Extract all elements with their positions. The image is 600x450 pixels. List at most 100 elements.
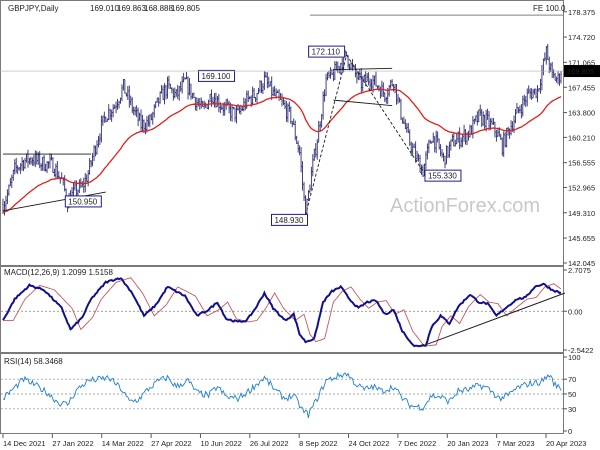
price-bar — [488, 111, 490, 131]
price-bar — [523, 94, 526, 106]
price-bar — [160, 85, 163, 94]
price-axis-label: 178.375 — [568, 8, 595, 17]
price-bar — [439, 144, 442, 157]
price-bar — [175, 89, 178, 97]
date-axis-label: 24 Oct 2022 — [349, 439, 390, 448]
price-bar — [497, 127, 499, 137]
price-bar — [522, 95, 524, 117]
price-bar — [552, 69, 555, 78]
price-axis-label: 145.655 — [568, 234, 595, 243]
price-bar — [460, 137, 462, 148]
rsi-axis-label: 50 — [568, 390, 576, 399]
ohlc-low: 168.888 — [144, 4, 173, 13]
price-bar — [103, 111, 106, 123]
price-bar — [529, 88, 531, 99]
price-bar — [43, 155, 45, 171]
macd-line — [2, 277, 562, 348]
price-bar — [215, 92, 217, 108]
price-bar — [527, 85, 530, 94]
price-bar — [138, 112, 141, 121]
date-axis-label: 27 Jan 2022 — [52, 439, 93, 448]
price-bar — [520, 103, 523, 119]
price-bar — [96, 140, 98, 155]
price-bar — [295, 135, 298, 144]
price-bar — [106, 118, 109, 123]
macd-panel: MACD(12,26,9) 1.2099 1.5158 — [0, 266, 566, 353]
price-axis-label: 156.555 — [568, 159, 595, 168]
price-bar — [545, 46, 548, 65]
price-annotation-box — [424, 169, 462, 182]
price-bar — [419, 154, 421, 173]
price-bar — [232, 107, 235, 110]
price-bar — [447, 146, 449, 159]
price-bar — [141, 114, 144, 133]
price-annotation-box — [270, 213, 308, 226]
price-bar — [398, 97, 401, 103]
price-bar — [157, 97, 160, 107]
date-axis: 14 Dec 2021 27 Jan 2022 14 Mar 2022 27 Apr … — [2, 434, 586, 448]
date-axis-label: 8 Sep 2022 — [299, 439, 337, 448]
price-bar — [181, 76, 183, 94]
price-bar — [102, 115, 104, 126]
date-axis-label: 7 Mar 2023 — [497, 439, 535, 448]
price-bar — [47, 161, 50, 169]
watermark: ActionForex.com — [390, 195, 540, 217]
price-bar — [480, 108, 483, 127]
price-bar — [109, 108, 111, 120]
price-bar — [193, 92, 195, 99]
price-bar — [150, 113, 153, 121]
price-bar — [116, 98, 119, 110]
price-bar — [458, 127, 461, 150]
price-annotation: 150.950 — [64, 195, 102, 208]
price-bar — [40, 163, 42, 171]
price-bar — [288, 101, 291, 112]
date-axis-label: 14 Dec 2021 — [3, 439, 46, 448]
price-bar — [294, 120, 297, 141]
price-bar — [495, 129, 498, 142]
price-bar — [555, 76, 558, 83]
price-bar — [544, 52, 546, 62]
price-bar — [243, 97, 245, 112]
price-bar — [260, 80, 263, 94]
price-bar — [388, 85, 390, 97]
price-bar — [125, 92, 128, 97]
price-bar — [91, 152, 94, 167]
price-bar — [272, 87, 274, 97]
price-bar — [363, 74, 366, 83]
ohlc-close: 169.805 — [171, 4, 200, 13]
fib-label: FE 100.0 — [533, 4, 566, 13]
price-bar — [270, 76, 273, 101]
price-annotation: 155.330 — [424, 169, 462, 182]
price-bar — [366, 73, 368, 83]
price-bar — [463, 124, 465, 142]
price-bar — [131, 97, 134, 114]
price-bar — [325, 73, 327, 97]
price-bar — [367, 72, 370, 86]
price-bar — [128, 85, 131, 108]
price-bar — [16, 165, 19, 175]
price-bar — [90, 160, 92, 168]
price-bar — [426, 143, 429, 160]
price-bar — [159, 91, 161, 104]
price-bar — [282, 97, 285, 105]
price-bar — [530, 88, 533, 100]
price-bar — [383, 92, 386, 102]
ohlc-high: 169.863 — [117, 4, 146, 13]
price-bar — [13, 159, 16, 175]
price-bar — [220, 105, 223, 111]
price-bar — [300, 147, 302, 173]
price-bar — [429, 139, 432, 144]
price-bar — [256, 92, 258, 104]
price-annotation-label: 169.100 — [202, 72, 231, 81]
price-bar — [328, 70, 330, 79]
macd-axis-label: 2.7075 — [568, 266, 591, 275]
price-bar — [404, 119, 407, 130]
price-bar — [33, 155, 35, 166]
price-axis-label: 171.065 — [568, 58, 595, 67]
price-bar — [313, 148, 316, 161]
price-bar — [517, 107, 520, 114]
price-bar — [191, 93, 194, 99]
price-bar — [546, 43, 549, 61]
price-bar — [248, 96, 251, 100]
price-bar — [165, 84, 167, 100]
